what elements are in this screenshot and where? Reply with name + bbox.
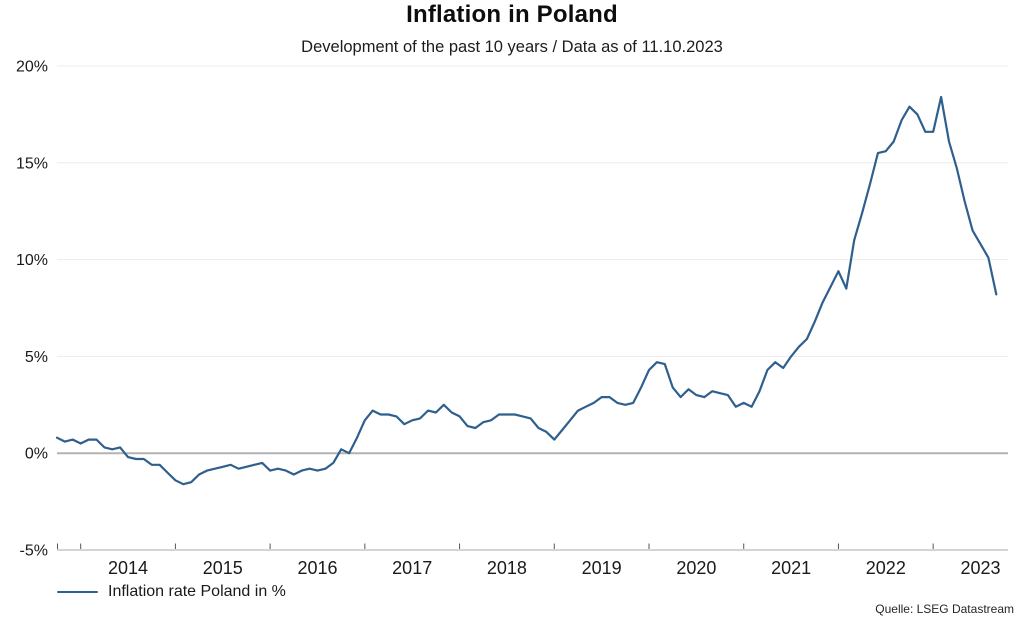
y-tick-label: 15%	[16, 155, 48, 172]
chart-subtitle: Development of the past 10 years / Data …	[301, 38, 723, 56]
x-tick-label: 2023	[961, 558, 1001, 578]
y-tick-label: 0%	[25, 446, 48, 463]
y-tick-label: 10%	[16, 252, 48, 269]
y-tick-label: 5%	[25, 349, 48, 366]
source-attribution: Quelle: LSEG Datastream	[875, 602, 1014, 616]
legend: Inflation rate Poland in %	[57, 583, 286, 601]
x-tick-label: 2015	[203, 558, 243, 578]
x-tick-label: 2020	[676, 558, 716, 578]
y-tick-label: 20%	[16, 59, 48, 76]
x-tick-label: 2016	[297, 558, 337, 578]
x-tick-label: 2014	[108, 558, 148, 578]
legend-label: Inflation rate Poland in %	[108, 583, 286, 600]
y-tick-label: -5%	[20, 543, 48, 560]
x-tick-label: 2018	[487, 558, 527, 578]
x-tick-label: 2019	[582, 558, 622, 578]
x-tick-label: 2017	[392, 558, 432, 578]
inflation-rate-line	[55, 95, 998, 486]
x-tick-label: 2021	[771, 558, 811, 578]
x-tick-label: 2022	[866, 558, 906, 578]
chart-title: Inflation in Poland	[406, 1, 618, 28]
legend-line-swatch	[57, 590, 98, 594]
